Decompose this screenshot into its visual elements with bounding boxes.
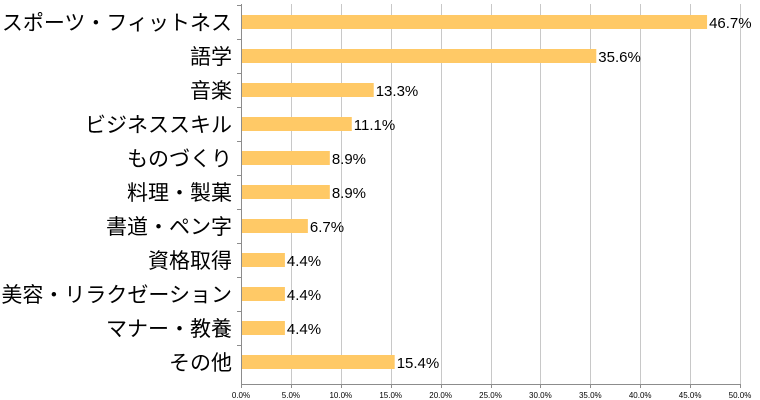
bar	[242, 15, 708, 29]
data-label: 4.4%	[287, 287, 321, 304]
category-label: ものづくり	[127, 147, 232, 171]
data-label: 6.7%	[310, 219, 344, 236]
category-label: 音楽	[190, 79, 232, 103]
gridlines	[291, 4, 741, 384]
category-label: 美容・リラクゼーション	[1, 283, 232, 307]
bar	[242, 49, 597, 63]
bar	[242, 185, 330, 199]
category-label: マナー・教養	[106, 317, 232, 341]
data-label: 4.4%	[287, 321, 321, 338]
bar	[242, 151, 330, 165]
x-tick-label: 35.0%	[579, 391, 602, 400]
bar	[242, 117, 352, 131]
data-label: 8.9%	[332, 185, 366, 202]
data-label: 8.9%	[332, 151, 366, 168]
x-tick-label: 10.0%	[329, 391, 352, 400]
category-label: 資格取得	[148, 249, 232, 273]
category-label: 料理・製菓	[127, 181, 232, 205]
x-tick-label: 5.0%	[282, 391, 300, 400]
x-tick-label: 0.0%	[232, 391, 250, 400]
data-label: 15.4%	[397, 355, 440, 372]
category-label: 語学	[190, 45, 232, 69]
x-tick-label: 25.0%	[479, 391, 502, 400]
data-label: 4.4%	[287, 253, 321, 270]
x-tick-label: 40.0%	[629, 391, 652, 400]
labels: 0.0% 5.0% 10.0% 15.0% 20.0% 25.0% 30.0% 35.0% 40…	[1, 11, 751, 400]
category-label: スポーツ・フィットネス	[2, 11, 232, 35]
data-label: 13.3%	[376, 83, 419, 100]
bar	[242, 355, 395, 369]
bar	[242, 83, 374, 97]
x-tick-label: 20.0%	[429, 391, 452, 400]
category-label: ビジネススキル	[85, 113, 232, 137]
x-tick-label: 30.0%	[529, 391, 552, 400]
x-tick-label: 15.0%	[379, 391, 402, 400]
data-label: 11.1%	[354, 117, 395, 134]
category-label: 書道・ペン字	[106, 215, 232, 239]
category-label: その他	[169, 351, 232, 375]
bar	[242, 287, 285, 301]
x-tick-label: 50.0%	[729, 391, 752, 400]
x-tick-label: 45.0%	[679, 391, 702, 400]
data-label: 35.6%	[598, 49, 641, 66]
bar	[242, 321, 285, 335]
axes	[237, 4, 741, 388]
bars	[242, 15, 708, 369]
bar	[242, 219, 308, 233]
data-label: 46.7%	[709, 15, 752, 32]
bar	[242, 253, 285, 267]
